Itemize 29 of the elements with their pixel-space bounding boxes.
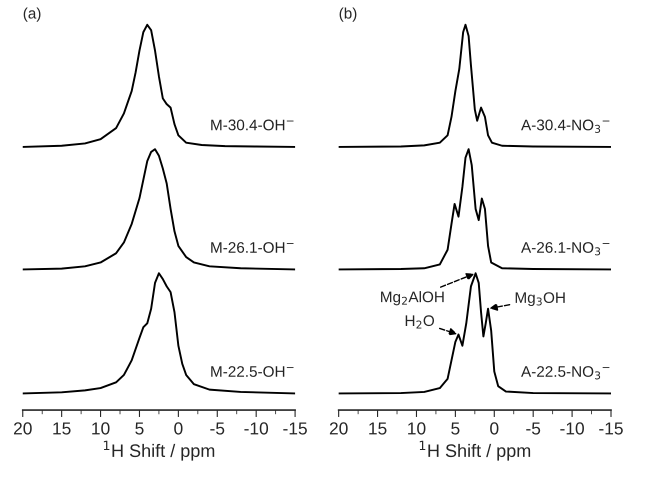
x-tick-label: 0	[174, 422, 183, 435]
chart-title: (b)	[340, 7, 356, 22]
annotation: H$_{2}$O	[406, 315, 434, 328]
x-axis-title: $^{1}$H Shift / ppm	[104, 440, 214, 461]
x-tick-label: 15	[369, 422, 386, 435]
x-tick-label: 20	[330, 422, 348, 435]
x-tick-label: 5	[135, 422, 144, 435]
x-tick-label: -15	[599, 422, 623, 435]
x-tick-label: -10	[244, 422, 268, 435]
x-tick-label: 10	[408, 422, 426, 435]
x-tick-label: -5	[210, 422, 224, 435]
x-tick-label: 5	[451, 422, 460, 435]
annotation: Mg$_{3}$OH	[516, 292, 565, 306]
x-tick-label: -15	[283, 422, 307, 435]
x-tick-label: -5	[526, 422, 540, 435]
x-tick-label: 10	[92, 422, 110, 435]
series-label: A-30.4-NO$_{3}$$^{−}$	[521, 120, 610, 133]
chart-title: (a)	[24, 7, 40, 22]
series-label: M-22.5-OH$^{−}$	[211, 366, 294, 377]
x-tick-label: 20	[14, 422, 32, 435]
series-label: M-30.4-OH$^{−}$	[211, 120, 294, 130]
annotation: Mg$_{2}$AlOH	[381, 291, 444, 306]
x-tick-label: 0	[490, 422, 498, 435]
series-label: M-26.1-OH$^{−}$	[211, 242, 294, 253]
x-tick-label: 15	[53, 422, 71, 435]
series-label: A-22.5-NO$_{3}$$^{−}$	[521, 366, 610, 380]
x-tick-label: -10	[560, 422, 584, 435]
x-axis-title: $^{1}$H Shift / ppm	[420, 440, 530, 461]
series-label: A-26.1-NO$_{3}$$^{−}$	[521, 242, 610, 256]
